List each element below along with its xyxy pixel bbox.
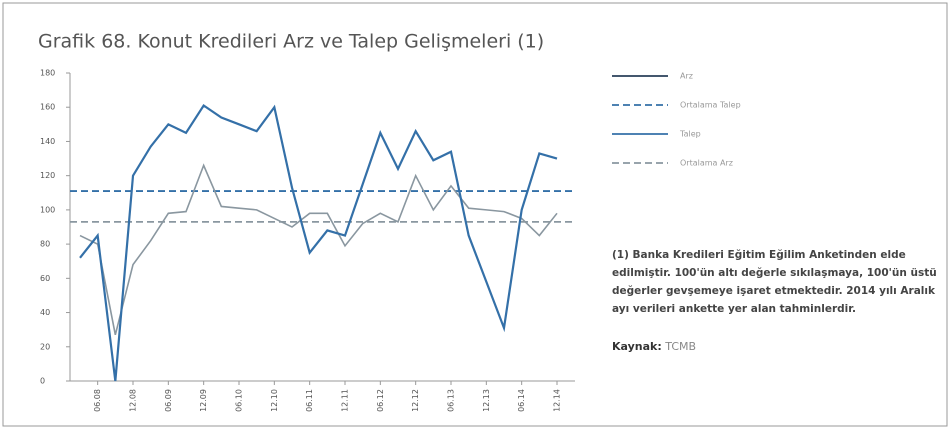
- legend-label: Ortalama Arz: [680, 159, 733, 168]
- note: (1) Banka Kredileri Eğitim Eğilim Anketi…: [612, 249, 937, 315]
- x-tick-label: 06.10: [235, 389, 244, 412]
- x-tick-label: 12.14: [553, 389, 562, 412]
- x-tick-label: 06.11: [305, 389, 314, 412]
- y-tick-label: 140: [40, 137, 55, 146]
- legend-label: Arz: [680, 72, 693, 81]
- x-tick-label: 06.08: [93, 389, 102, 412]
- series-line: [79, 163, 558, 335]
- y-tick-label: 20: [40, 342, 50, 351]
- legend-label: Ortalama Talep: [680, 101, 741, 110]
- x-tick-label: 06.14: [517, 389, 526, 412]
- x-tick-label: 12.12: [411, 389, 420, 412]
- x-tick-label: 12.09: [199, 389, 208, 412]
- source: Kaynak: TCMB: [612, 340, 696, 353]
- legend-label: Talep: [679, 130, 701, 139]
- y-tick-label: 180: [40, 69, 55, 78]
- chart-title: Grafik 68. Konut Kredileri Arz ve Talep …: [38, 31, 544, 53]
- source-text: TCMB: [665, 340, 697, 353]
- y-tick-label: 80: [40, 240, 50, 249]
- y-tick-label: 120: [40, 171, 55, 180]
- y-tick-label: 160: [40, 103, 55, 112]
- x-tick-label: 06.12: [376, 389, 385, 412]
- x-tick-label: 12.13: [482, 389, 491, 412]
- source-label: Kaynak:: [612, 340, 662, 353]
- x-tick-label: 06.13: [447, 389, 456, 412]
- y-tick-label: 0: [40, 377, 45, 386]
- x-tick-label: 06.09: [164, 389, 173, 412]
- x-tick-label: 12.10: [270, 389, 279, 412]
- x-tick-label: 12.08: [129, 389, 138, 412]
- y-tick-label: 40: [40, 308, 50, 317]
- series-line: [79, 103, 558, 382]
- y-tick-label: 100: [40, 205, 55, 214]
- y-tick-label: 60: [40, 274, 50, 283]
- x-tick-label: 12.11: [341, 389, 350, 412]
